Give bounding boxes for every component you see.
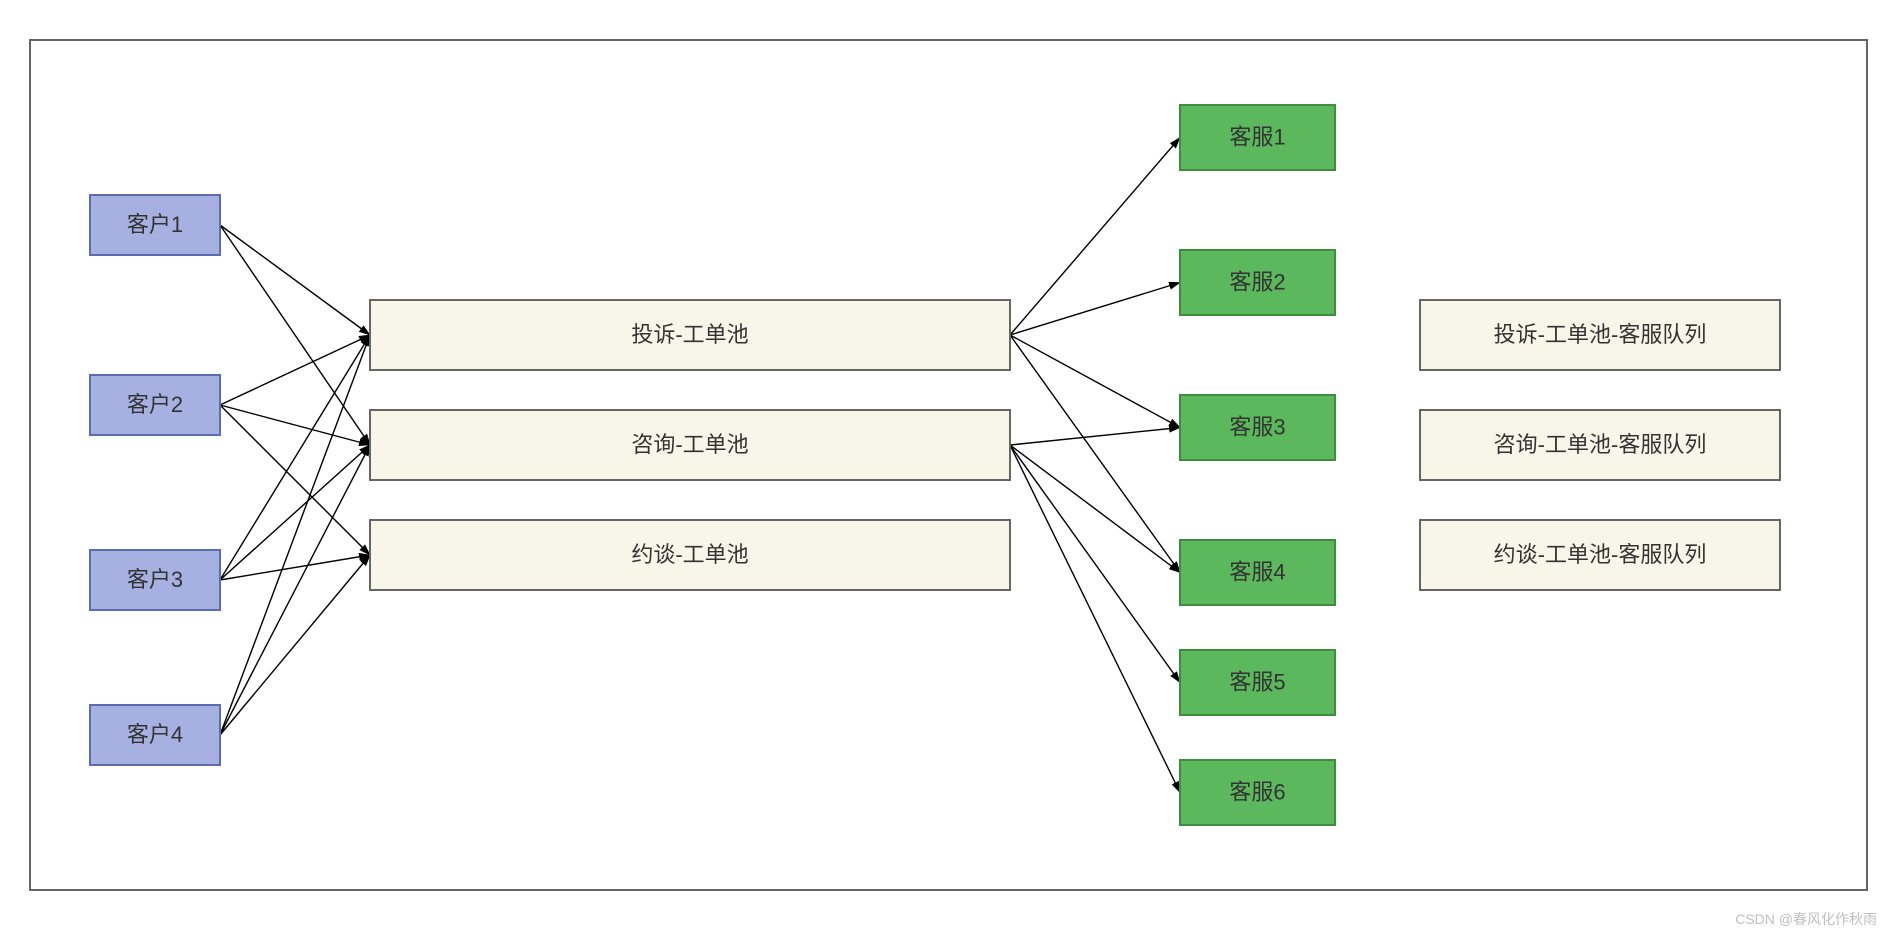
flow-diagram: 客户1 客户2 客户3 客户4 投诉-工单池咨询-工单池约谈-工单池 客服1 客服2 客服3 客… [0, 0, 1897, 936]
edge [220, 335, 370, 580]
agent-label: 客服2 [1229, 269, 1285, 294]
edge [220, 555, 370, 580]
customer-label: 客户4 [127, 722, 183, 747]
agent-label: 客服3 [1229, 414, 1285, 439]
agent-label: 客服6 [1229, 779, 1285, 804]
edge [220, 445, 370, 735]
customer-node: 客户2 [90, 375, 220, 435]
customer-label: 客户3 [127, 567, 183, 592]
agent-node: 客服5 [1180, 650, 1335, 715]
customer-node: 客户3 [90, 550, 220, 610]
pool-label: 投诉-工单池 [631, 322, 748, 347]
edge [220, 225, 370, 445]
edge [1010, 283, 1180, 336]
queue-label: 约谈-工单池-客服队列 [1494, 542, 1707, 567]
pool-label: 约谈-工单池 [631, 542, 748, 567]
edge [1010, 445, 1180, 793]
edge [220, 555, 370, 735]
pool-label: 咨询-工单池 [631, 432, 748, 457]
agent-label: 客服4 [1229, 559, 1285, 584]
customer-node: 客户4 [90, 705, 220, 765]
pool-node: 约谈-工单池 [370, 520, 1010, 590]
edge [1010, 335, 1180, 428]
edge [1010, 445, 1180, 573]
agent-node: 客服4 [1180, 540, 1335, 605]
queue-node: 投诉-工单池-客服队列 [1420, 300, 1780, 370]
pool-node: 投诉-工单池 [370, 300, 1010, 370]
queue-node: 咨询-工单池-客服队列 [1420, 410, 1780, 480]
edge [1010, 445, 1180, 683]
watermark-text: CSDN @春风化作秋雨 [1735, 911, 1877, 927]
queue-node: 约谈-工单池-客服队列 [1420, 520, 1780, 590]
edge [220, 445, 370, 580]
agent-node: 客服3 [1180, 395, 1335, 460]
pool-node: 咨询-工单池 [370, 410, 1010, 480]
agent-label: 客服1 [1229, 124, 1285, 149]
agent-node: 客服1 [1180, 105, 1335, 170]
edge [220, 405, 370, 555]
customer-label: 客户2 [127, 392, 183, 417]
queue-label: 投诉-工单池-客服队列 [1494, 322, 1707, 347]
edge [220, 225, 370, 335]
agent-node: 客服6 [1180, 760, 1335, 825]
edge [1010, 428, 1180, 446]
customer-label: 客户1 [127, 212, 183, 237]
queue-label: 咨询-工单池-客服队列 [1494, 432, 1707, 457]
edge [1010, 138, 1180, 336]
customer-node: 客户1 [90, 195, 220, 255]
agent-label: 客服5 [1229, 669, 1285, 694]
edge [1010, 335, 1180, 573]
agent-node: 客服2 [1180, 250, 1335, 315]
